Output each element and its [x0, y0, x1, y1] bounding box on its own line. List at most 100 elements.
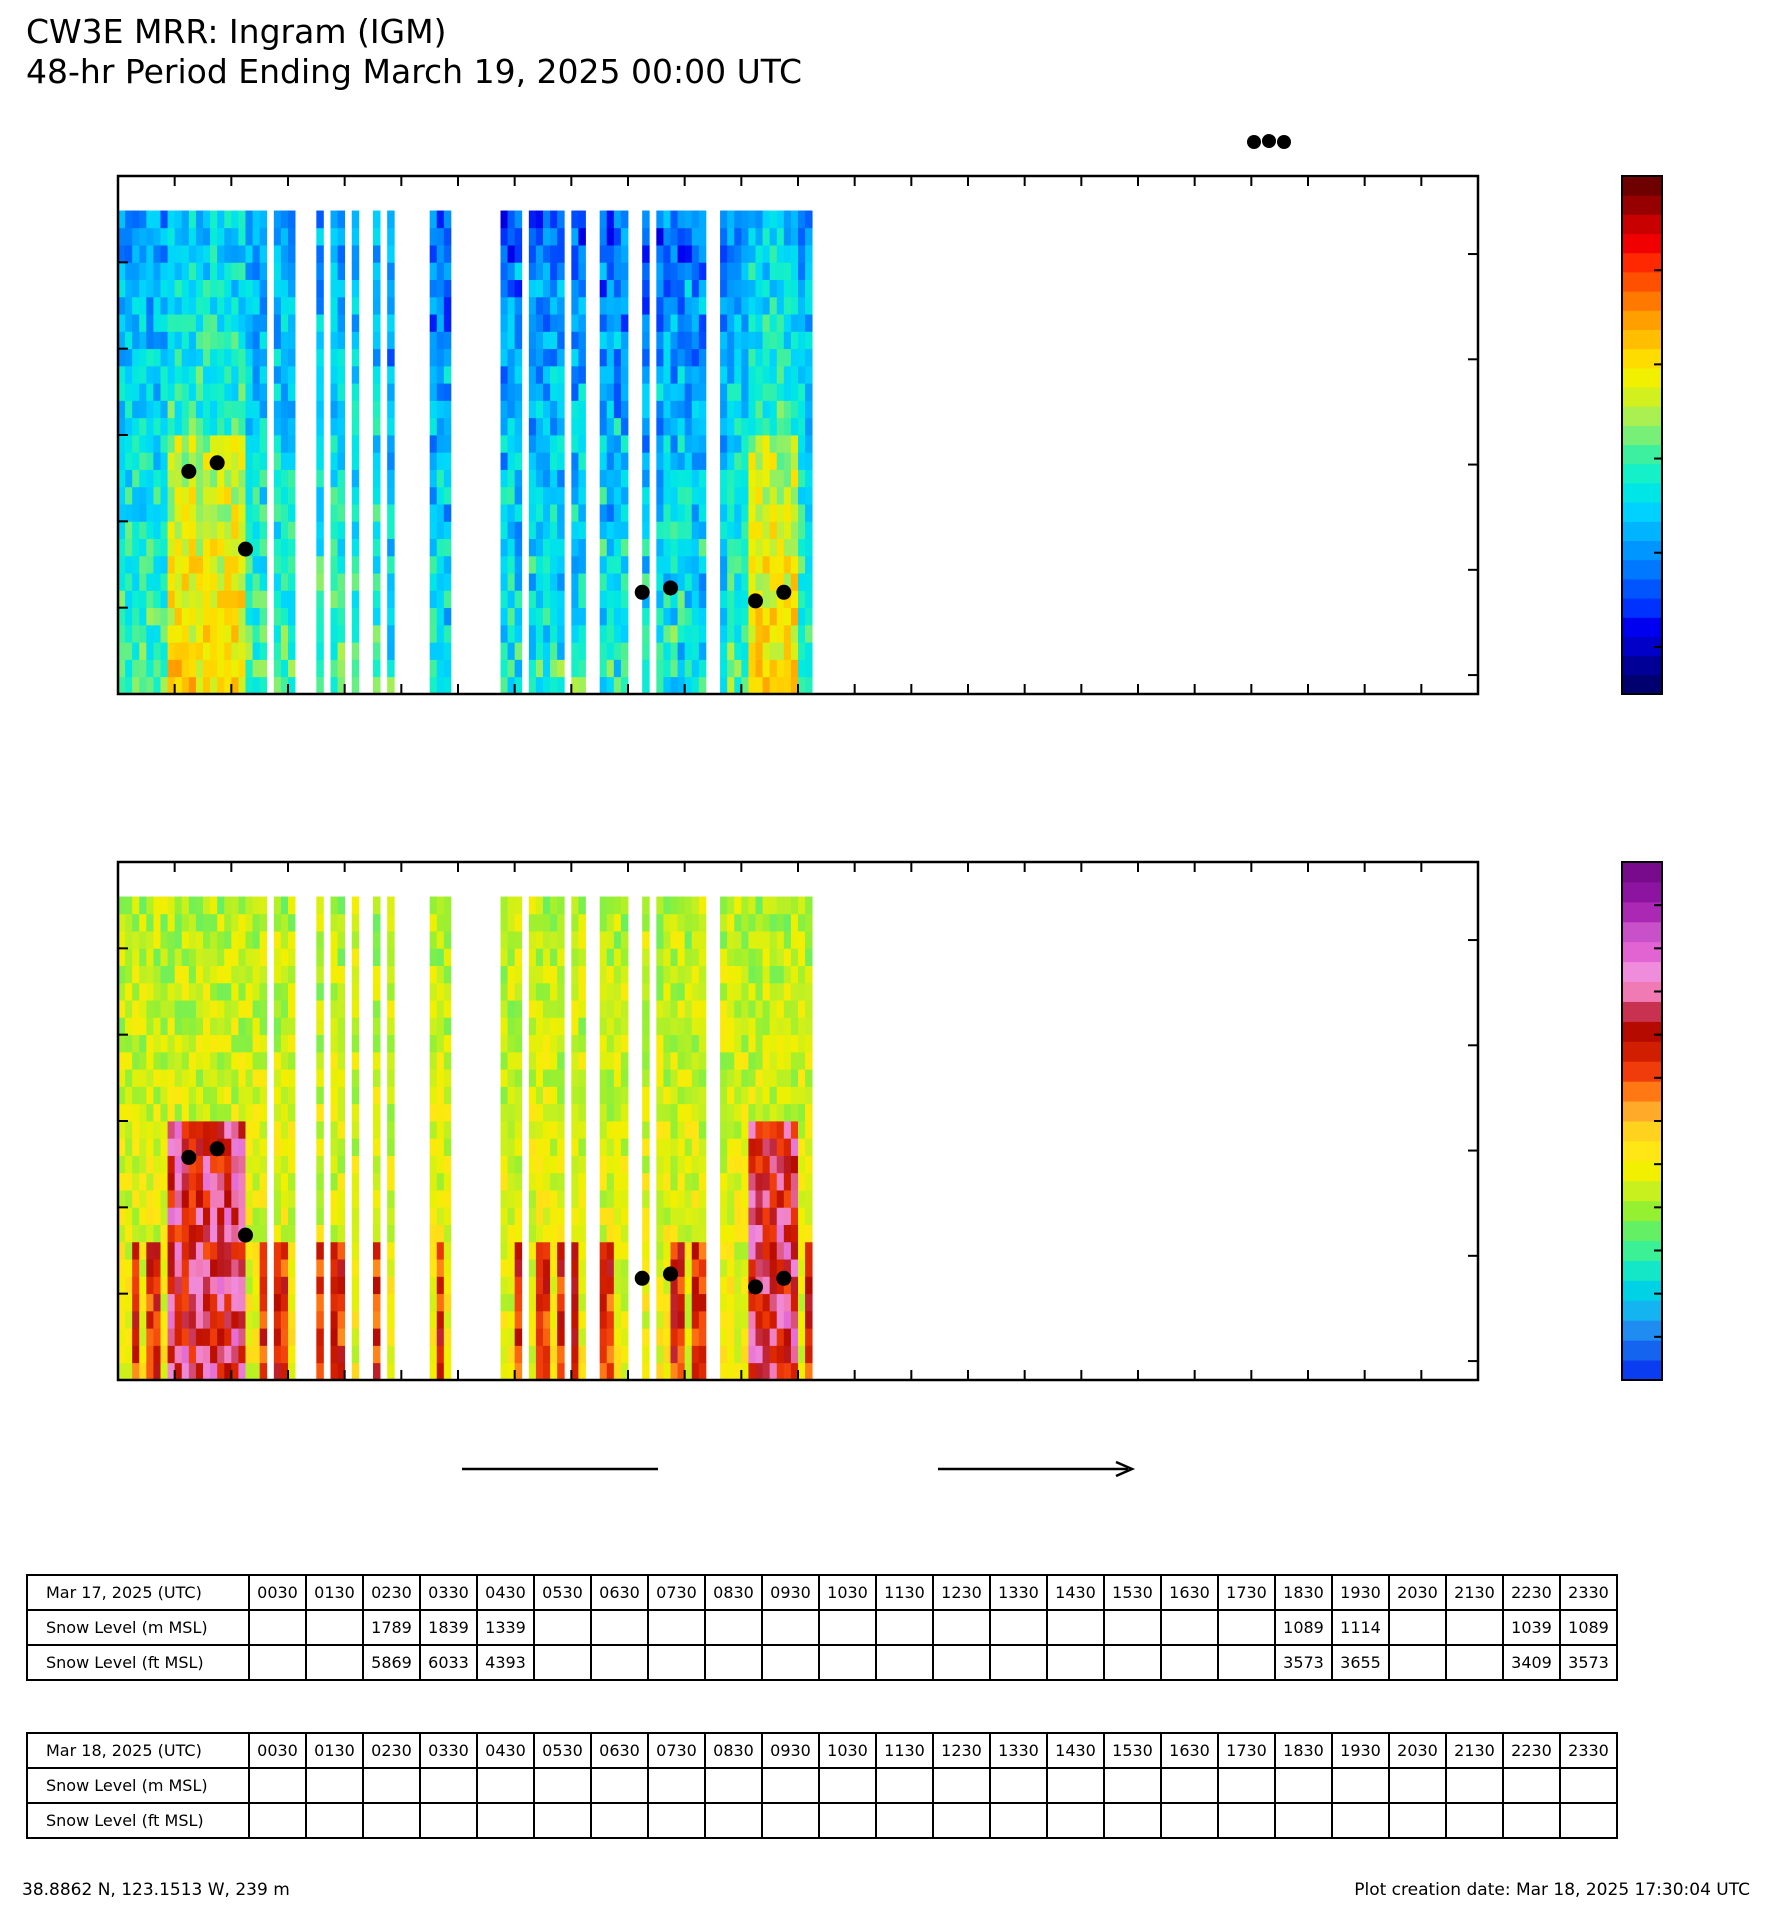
heatmap-cell: [720, 1034, 728, 1053]
heatmap-cell: [174, 400, 183, 419]
heatmap-cell: [337, 573, 346, 591]
heatmap-cell: [613, 1259, 622, 1277]
heatmap-cell: [259, 262, 268, 280]
heatmap-cell: [443, 1224, 452, 1243]
heatmap-cell: [783, 555, 792, 574]
heatmap-cell: [288, 400, 296, 419]
heatmap-cell: [620, 896, 629, 915]
heatmap-cell: [557, 1051, 565, 1070]
heatmap-cell: [528, 469, 537, 488]
heatmap-cell: [245, 965, 253, 984]
heatmap-cell: [330, 1259, 338, 1277]
heatmap-cell: [210, 245, 218, 263]
heatmap-cell: [691, 486, 700, 505]
heatmap-cell: [727, 1190, 735, 1208]
heatmap-cell: [734, 659, 742, 678]
heatmap-cell: [288, 1051, 296, 1070]
heatmap-cell: [698, 210, 707, 229]
table-cell: 1114: [1331, 1609, 1390, 1646]
heatmap-cell: [606, 1034, 615, 1053]
heatmap-cell: [748, 521, 756, 539]
heatmap-cell: [210, 1362, 218, 1381]
heatmap-cell: [188, 504, 197, 522]
heatmap-cell: [118, 913, 126, 932]
heatmap-cell: [153, 538, 161, 557]
heatmap-cell: [118, 1362, 126, 1381]
heatmap-cell: [436, 279, 445, 298]
heatmap-cell: [231, 913, 239, 932]
heatmap-cell: [280, 262, 289, 280]
heatmap-cell: [783, 1121, 792, 1139]
heatmap-cell: [153, 1172, 161, 1191]
heatmap-cell: [677, 1362, 686, 1381]
heatmap-cell: [599, 262, 608, 280]
heatmap-cell: [231, 1172, 239, 1191]
heatmap-cell: [599, 1328, 608, 1346]
heatmap-cell: [316, 262, 324, 280]
heatmap-cell: [436, 262, 445, 280]
heatmap-cell: [663, 1138, 671, 1156]
heatmap-cell: [776, 383, 785, 401]
heatmap-cell: [252, 1017, 261, 1036]
heatmap-cell: [288, 913, 296, 932]
heatmap-cell: [443, 521, 452, 539]
heatmap-cell: [727, 348, 735, 367]
table-cell: 2230: [1502, 1574, 1561, 1611]
heatmap-cell: [436, 435, 445, 453]
heatmap-cell: [316, 538, 324, 557]
heatmap-cell: [741, 1362, 749, 1381]
heatmap-cell: [224, 245, 232, 263]
heatmap-cell: [684, 1000, 693, 1018]
heatmap-cell: [578, 1362, 586, 1381]
heatmap-cell: [790, 1034, 799, 1053]
heatmap-cell: [231, 1086, 239, 1105]
heatmap-cell: [741, 607, 749, 626]
heatmap-cell: [535, 913, 544, 932]
heatmap-cell: [684, 538, 693, 557]
heatmap-cell: [273, 1224, 282, 1243]
heatmap-cell: [642, 590, 650, 609]
heatmap-cell: [181, 555, 190, 574]
heatmap-cell: [727, 296, 735, 315]
heatmap-cell: [224, 590, 232, 609]
heatmap-cell: [203, 1172, 211, 1191]
table-cell: [761, 1802, 820, 1839]
heatmap-cell: [691, 1172, 700, 1191]
heatmap-cell: [245, 1051, 253, 1070]
heatmap-cell: [231, 504, 239, 522]
heatmap-cell: [543, 1328, 551, 1346]
heatmap-cell: [132, 1345, 140, 1364]
heatmap-cell: [203, 1000, 211, 1018]
heatmap-cell: [373, 262, 381, 280]
heatmap-cell: [642, 365, 650, 384]
heatmap-cell: [606, 555, 615, 574]
heatmap-cell: [231, 296, 239, 315]
heatmap-cell: [153, 590, 161, 609]
heatmap-cell: [663, 607, 671, 626]
heatmap-cell: [776, 314, 785, 332]
heatmap-cell: [578, 469, 586, 488]
heatmap-cell: [663, 279, 671, 298]
heatmap-cell: [373, 383, 381, 401]
heatmap-cell: [599, 1086, 608, 1105]
heatmap-cell: [238, 1190, 246, 1208]
heatmap-cell: [280, 1017, 289, 1036]
heatmap-cell: [330, 896, 338, 915]
heatmap-cell: [805, 1000, 813, 1018]
heatmap-cell: [351, 262, 360, 280]
heatmap-cell: [146, 982, 154, 1001]
heatmap-cell: [620, 538, 629, 557]
table-cell: [305, 1767, 364, 1804]
heatmap-cell: [507, 982, 516, 1001]
heatmap-cell: [217, 504, 225, 522]
heatmap-cell: [429, 573, 438, 591]
heatmap-cell: [528, 1172, 537, 1191]
heatmap-cell: [436, 1310, 445, 1329]
heatmap-cell: [698, 624, 707, 643]
table-cell: [1559, 1767, 1618, 1804]
heatmap-cell: [620, 279, 629, 298]
heatmap-cell: [273, 1310, 282, 1329]
heatmap-cell: [514, 896, 523, 915]
heatmap-cell: [507, 624, 516, 643]
heatmap-cell: [691, 296, 700, 315]
